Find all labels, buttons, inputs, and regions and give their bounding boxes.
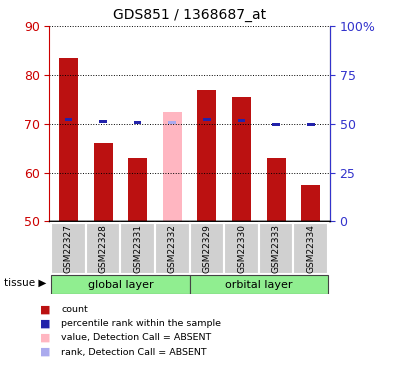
Text: orbital layer: orbital layer — [225, 280, 293, 290]
Text: GSM22328: GSM22328 — [98, 224, 107, 273]
Bar — [307, 123, 314, 126]
Text: GSM22327: GSM22327 — [64, 224, 73, 273]
Bar — [134, 121, 141, 124]
Bar — [86, 223, 120, 274]
Text: rank, Detection Call = ABSENT: rank, Detection Call = ABSENT — [61, 348, 207, 357]
Bar — [163, 112, 182, 221]
Bar — [190, 275, 328, 294]
Bar — [59, 58, 78, 221]
Bar — [232, 97, 251, 221]
Bar — [198, 90, 216, 221]
Bar — [128, 158, 147, 221]
Text: percentile rank within the sample: percentile rank within the sample — [61, 319, 221, 328]
Text: GSM22329: GSM22329 — [202, 224, 211, 273]
Text: GSM22333: GSM22333 — [272, 224, 281, 273]
Bar — [65, 118, 72, 122]
Bar — [120, 223, 155, 274]
Bar — [224, 223, 259, 274]
Bar — [293, 223, 328, 274]
Text: ■: ■ — [40, 347, 50, 357]
Text: GSM22332: GSM22332 — [168, 224, 177, 273]
Bar — [51, 223, 86, 274]
Text: ■: ■ — [40, 304, 50, 314]
Bar — [190, 223, 224, 274]
Text: GSM22334: GSM22334 — [306, 224, 315, 273]
Text: tissue ▶: tissue ▶ — [4, 278, 46, 288]
Bar — [259, 223, 293, 274]
Title: GDS851 / 1368687_at: GDS851 / 1368687_at — [113, 9, 266, 22]
Bar — [169, 121, 176, 124]
Bar — [301, 185, 320, 221]
Bar — [203, 118, 211, 122]
Text: ■: ■ — [40, 333, 50, 343]
Bar — [99, 120, 107, 123]
Text: GSM22330: GSM22330 — [237, 224, 246, 273]
Text: count: count — [61, 305, 88, 314]
Text: GSM22331: GSM22331 — [133, 224, 142, 273]
Text: global layer: global layer — [88, 280, 153, 290]
Bar — [94, 143, 113, 221]
Bar — [51, 275, 190, 294]
Bar — [238, 119, 245, 122]
Text: value, Detection Call = ABSENT: value, Detection Call = ABSENT — [61, 333, 211, 342]
Bar — [272, 123, 280, 126]
Bar — [155, 223, 190, 274]
Text: ■: ■ — [40, 319, 50, 328]
Bar — [267, 158, 286, 221]
